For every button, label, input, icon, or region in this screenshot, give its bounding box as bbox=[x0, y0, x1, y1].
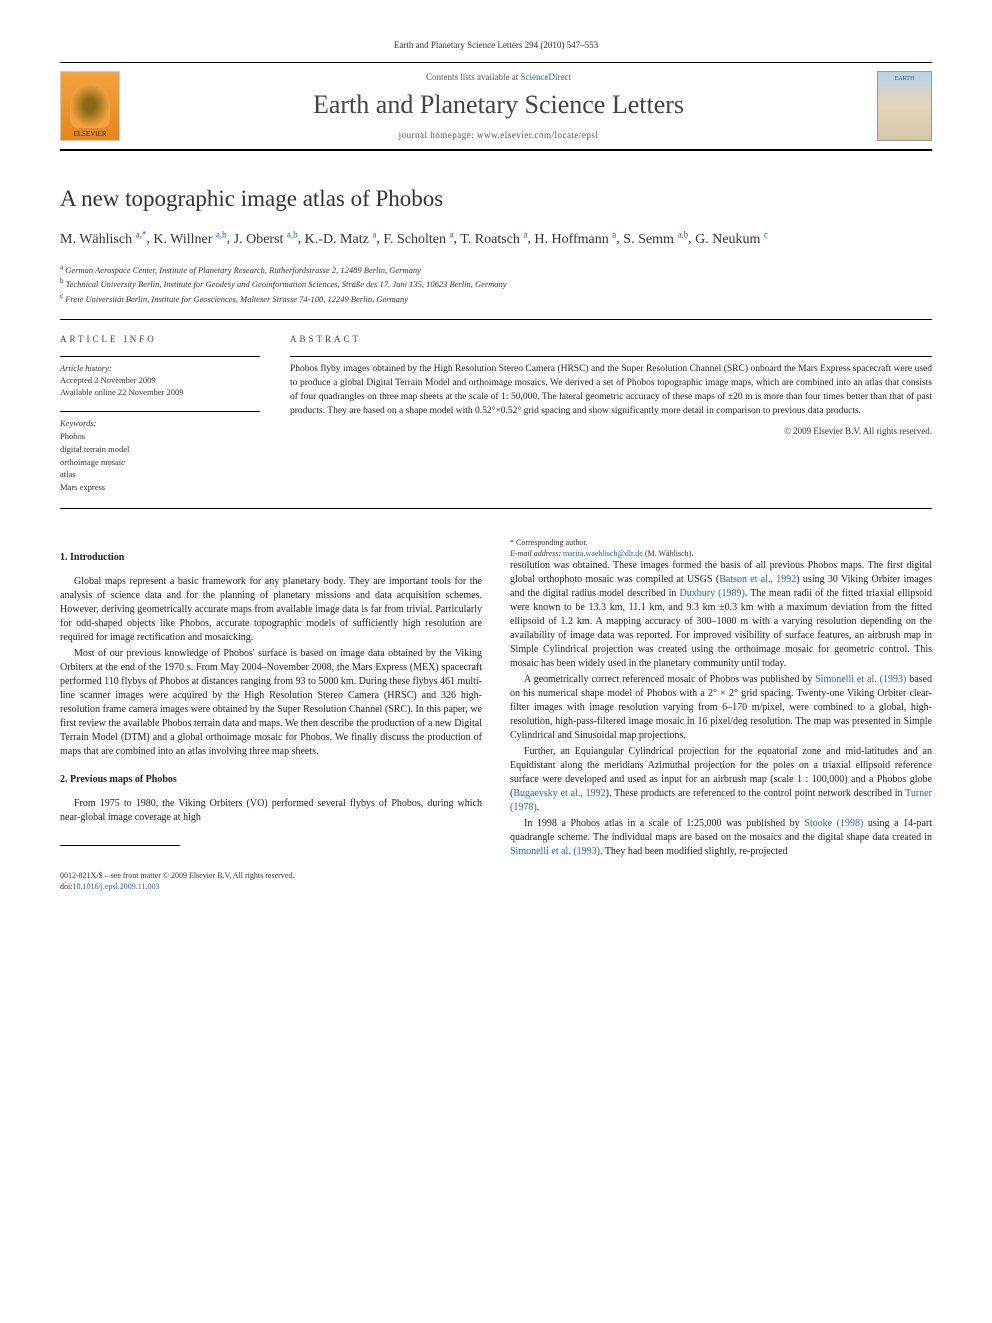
publisher-label: ELSEVIER bbox=[73, 130, 106, 138]
body-paragraph: In 1998 a Phobos atlas in a scale of 1:2… bbox=[510, 817, 932, 859]
homepage-prefix: journal homepage: bbox=[399, 130, 477, 140]
corresponding-author-footnote: * Corresponding author. E-mail address: … bbox=[510, 537, 932, 559]
doi-link[interactable]: 10.1016/j.epsl.2009.11.003 bbox=[72, 882, 159, 891]
abstract-copyright: © 2009 Elsevier B.V. All rights reserved… bbox=[290, 426, 932, 436]
abstract-text: Phobos flyby images obtained by the High… bbox=[290, 363, 932, 418]
divider bbox=[60, 356, 260, 357]
section-heading: 2. Previous maps of Phobos bbox=[60, 773, 482, 787]
email-link[interactable]: marita.waehlisch@dlr.de bbox=[563, 549, 643, 558]
divider bbox=[60, 319, 932, 320]
body-paragraph: A geometrically correct referenced mosai… bbox=[510, 673, 932, 743]
citation-link[interactable]: Simonelli et al. (1993) bbox=[815, 674, 906, 685]
homepage-line: journal homepage: www.elsevier.com/locat… bbox=[120, 130, 877, 140]
author: F. Scholten a bbox=[383, 232, 453, 247]
abstract-column: ABSTRACT Phobos flyby images obtained by… bbox=[290, 334, 932, 494]
author: G. Neukum c bbox=[695, 232, 768, 247]
article-title: A new topographic image atlas of Phobos bbox=[60, 186, 932, 212]
citation-link[interactable]: Bugaevsky et al., 1992 bbox=[513, 788, 605, 799]
body-paragraph: Global maps represent a basic framework … bbox=[60, 575, 482, 645]
author: M. Wählisch a,* bbox=[60, 232, 146, 247]
info-abstract-row: ARTICLE INFO Article history: Accepted 2… bbox=[60, 334, 932, 494]
abstract-heading: ABSTRACT bbox=[290, 334, 932, 344]
body-paragraph: Most of our previous knowledge of Phobos… bbox=[60, 647, 482, 759]
author: T. Roatsch a bbox=[460, 232, 527, 247]
author-list: M. Wählisch a,*, K. Willner a,b, J. Ober… bbox=[60, 228, 932, 250]
citation-link[interactable]: Stooke (1998) bbox=[804, 818, 863, 829]
author: J. Oberst a,b bbox=[234, 232, 298, 247]
journal-header-bar: ELSEVIER Contents lists available at Sci… bbox=[60, 62, 932, 151]
body-paragraph: From 1975 to 1980, the Viking Orbiters (… bbox=[60, 797, 482, 825]
history-label: Article history: bbox=[60, 363, 260, 373]
running-head: Earth and Planetary Science Letters 294 … bbox=[60, 40, 932, 50]
cover-label: EARTH bbox=[895, 76, 915, 82]
keywords-label: Keywords: bbox=[60, 418, 260, 428]
elsevier-logo: ELSEVIER bbox=[60, 71, 120, 141]
footnote-separator bbox=[60, 845, 180, 846]
contents-prefix: Contents lists available at bbox=[426, 72, 520, 82]
affiliation: b Technical University Berlin, Institute… bbox=[60, 276, 932, 291]
affiliation-list: a German Aerospace Center, Institute of … bbox=[60, 262, 932, 306]
elsevier-tree-icon bbox=[70, 83, 110, 128]
divider bbox=[290, 356, 932, 357]
author: H. Hoffmann a bbox=[534, 232, 616, 247]
contents-line: Contents lists available at ScienceDirec… bbox=[120, 72, 877, 82]
footer-copyright: 0012-821X/$ – see front matter © 2009 El… bbox=[60, 871, 932, 892]
divider bbox=[60, 411, 260, 412]
journal-title: Earth and Planetary Science Letters bbox=[120, 90, 877, 120]
sciencedirect-link[interactable]: ScienceDirect bbox=[521, 72, 571, 82]
keywords-list: Phobos digital terrain model orthoimage … bbox=[60, 430, 260, 494]
body-two-column: 1. Introduction Global maps represent a … bbox=[60, 537, 932, 859]
citation-link[interactable]: Duxbury (1989) bbox=[680, 588, 745, 599]
divider bbox=[60, 508, 932, 509]
history-text: Accepted 2 November 2009 Available onlin… bbox=[60, 375, 260, 399]
affiliation: a German Aerospace Center, Institute of … bbox=[60, 262, 932, 277]
author: K.-D. Matz a bbox=[305, 232, 377, 247]
body-paragraph: resolution was obtained. These images fo… bbox=[510, 559, 932, 671]
header-center: Contents lists available at ScienceDirec… bbox=[120, 72, 877, 140]
homepage-url: www.elsevier.com/locate/epsl bbox=[477, 130, 598, 140]
article-info-column: ARTICLE INFO Article history: Accepted 2… bbox=[60, 334, 260, 494]
journal-cover-thumbnail: EARTH bbox=[877, 71, 932, 141]
citation-link[interactable]: Batson et al., 1992 bbox=[719, 574, 796, 585]
author: K. Willner a,b bbox=[153, 232, 226, 247]
body-paragraph: Further, an Equiangular Cylindrical proj… bbox=[510, 745, 932, 815]
section-heading: 1. Introduction bbox=[60, 551, 482, 565]
author: S. Semm a,b bbox=[623, 232, 688, 247]
affiliation: c Freie Universität Berlin, Institute fo… bbox=[60, 291, 932, 306]
citation-link[interactable]: Simonelli et al. (1993) bbox=[510, 846, 600, 857]
article-info-heading: ARTICLE INFO bbox=[60, 334, 260, 344]
